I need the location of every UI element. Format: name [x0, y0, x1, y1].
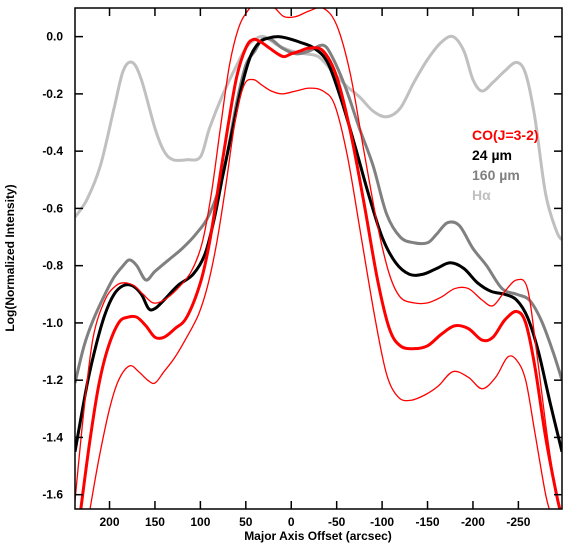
x-tick-label: -100 — [370, 515, 394, 529]
series-line-4 — [89, 78, 550, 509]
x-tick-label: -50 — [328, 515, 346, 529]
series-line-3 — [79, 37, 562, 509]
x-tick-label: 100 — [190, 515, 210, 529]
x-tick-label: -250 — [506, 515, 530, 529]
legend-entry-halpha: Hα — [472, 187, 491, 203]
y-tick-label: -1.2 — [42, 373, 63, 387]
y-tick-label: -1.0 — [42, 316, 63, 330]
x-tick-label: 0 — [288, 515, 295, 529]
x-tick-label: 50 — [239, 515, 253, 529]
y-axis-ticks: 0.0 -0.2 -0.4 -0.6 -0.8 -1.0 -1.2 -1.4 -1.6 — [42, 30, 562, 502]
x-tick-label: -150 — [416, 515, 440, 529]
legend-entry-co: CO(J=3-2) — [472, 127, 539, 143]
y-tick-label: -0.4 — [42, 144, 63, 158]
legend: CO(J=3-2) 24 µm 160 µm Hα — [472, 127, 539, 203]
x-tick-label: 200 — [100, 515, 120, 529]
series-line-0 — [75, 34, 562, 241]
y-tick-label: -0.8 — [42, 259, 63, 273]
legend-entry-160um: 160 µm — [472, 167, 520, 183]
series-line-5 — [75, 8, 561, 509]
y-tick-label: -0.6 — [42, 201, 63, 215]
plot-frame — [74, 7, 563, 510]
x-axis-title: Major Axis Offset (arcsec) — [244, 529, 392, 543]
y-tick-label: -0.2 — [42, 87, 63, 101]
series-line-1 — [75, 36, 562, 384]
series-layer — [75, 8, 562, 509]
legend-entry-24um: 24 µm — [472, 147, 512, 163]
y-tick-label: -1.4 — [42, 430, 63, 444]
x-tick-label: -200 — [461, 515, 485, 529]
series-line-2 — [75, 35, 562, 453]
x-tick-label: 150 — [145, 515, 165, 529]
y-axis-title: Log(Normalized Intensity) — [3, 184, 17, 331]
x-axis-ticks: 200 150 100 50 0 -50 -100 -150 -200 -250 — [100, 8, 531, 529]
y-tick-label: 0.0 — [46, 30, 63, 44]
y-tick-label: -1.6 — [42, 488, 63, 502]
